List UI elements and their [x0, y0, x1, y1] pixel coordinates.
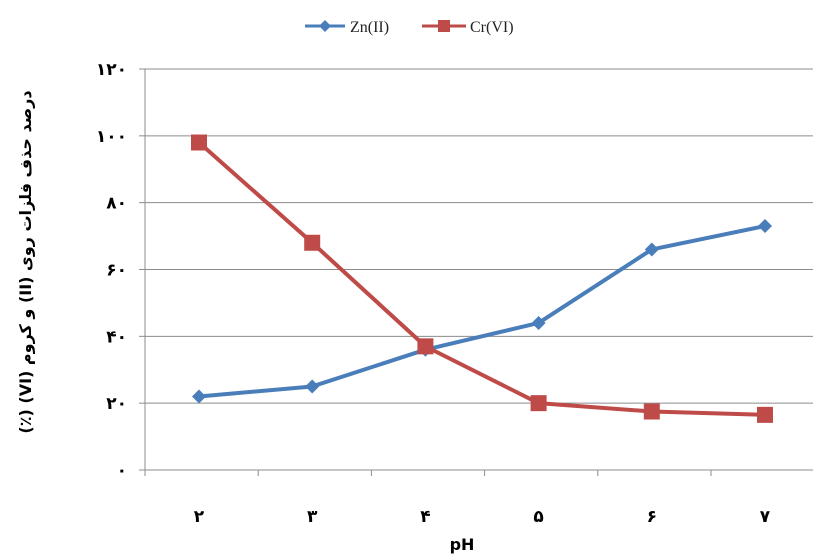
data-point-zn	[758, 219, 772, 234]
x-tick-label: ۳	[307, 507, 318, 527]
y-axis-label: درصد حذف فلزات روی (II) و کروم (VI) (٪)	[16, 90, 35, 433]
legend-label-cr: Cr(VI)	[470, 19, 514, 36]
y-tick-label: ۲۰	[106, 394, 127, 414]
y-tick-label: ۰	[117, 461, 127, 481]
x-tick-label: ۵	[533, 507, 543, 527]
legend-marker-zn	[319, 20, 331, 32]
y-tick-label: ۱۲۰	[96, 60, 127, 80]
legend: Zn(II) Cr(VI)	[305, 19, 514, 36]
data-point-cr	[643, 403, 660, 420]
y-tick-labels: ۰ ۲۰ ۴۰ ۶۰ ۸۰ ۱۰۰ ۱۲۰	[96, 60, 127, 481]
data-point-zn	[644, 242, 659, 257]
data-point-zn	[531, 315, 546, 330]
legend-marker-cr	[438, 20, 450, 32]
gridlines	[145, 68, 813, 404]
legend-item-cr: Cr(VI)	[422, 19, 514, 36]
legend-item-zn: Zn(II)	[305, 19, 389, 36]
data-point-cr	[757, 406, 773, 423]
axes	[139, 68, 813, 476]
x-tick-label: ۶	[647, 507, 657, 527]
y-tick-label: ۸۰	[106, 194, 127, 214]
data-point-cr	[304, 234, 321, 251]
data-point-cr	[417, 338, 434, 355]
x-tick-label: ۲	[194, 507, 205, 527]
series-line-cr	[197, 141, 766, 417]
x-tick-label: ۷	[760, 507, 771, 527]
data-point-cr	[530, 395, 547, 412]
y-tick-label: ۶۰	[106, 261, 127, 281]
x-tick-label: ۴	[420, 507, 430, 527]
y-tick-label: ۴۰	[106, 327, 127, 347]
data-point-zn	[305, 379, 320, 394]
data-point-zn	[192, 389, 206, 404]
series-line-zn	[198, 224, 766, 399]
x-tick-labels: ۲ ۳ ۴ ۵ ۶ ۷	[194, 507, 771, 527]
x-axis-label: pH	[450, 535, 475, 554]
data-point-cr	[191, 134, 207, 151]
series-markers	[191, 134, 773, 423]
series-lines	[197, 141, 766, 417]
legend-label-zn: Zn(II)	[350, 19, 389, 36]
y-tick-label: ۱۰۰	[96, 127, 127, 147]
